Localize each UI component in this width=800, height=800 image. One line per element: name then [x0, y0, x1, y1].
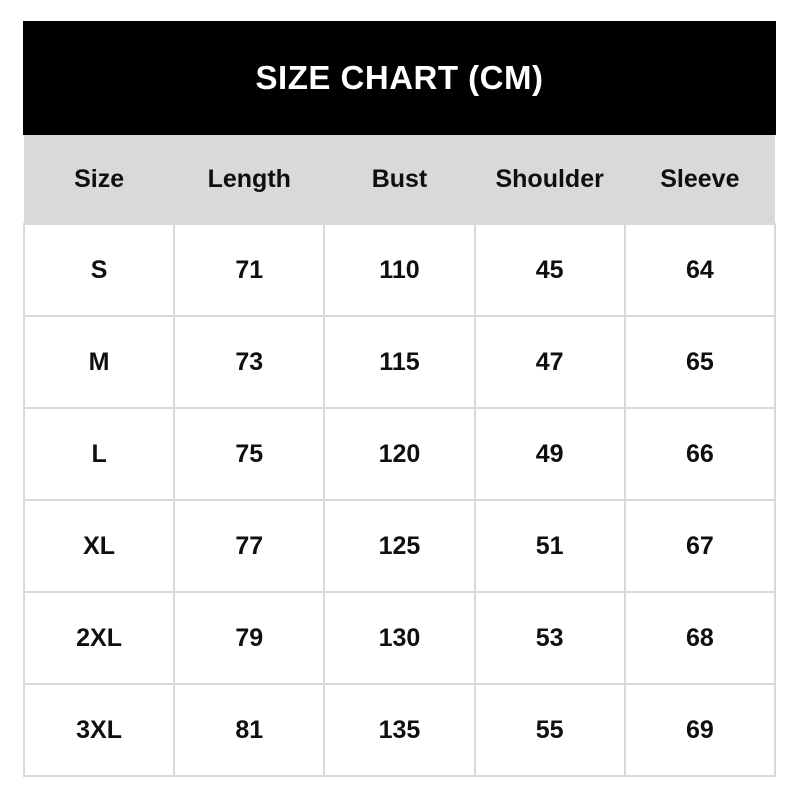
table-row-3xl: 3XL 81 135 55 69	[22, 683, 777, 777]
cell-length: 73	[173, 315, 326, 409]
cell-bust: 130	[323, 591, 476, 685]
cell-size: L	[22, 407, 176, 501]
cell-length: 81	[173, 683, 326, 777]
cell-shoulder: 49	[473, 407, 626, 501]
size-chart: SIZE CHART (CM) Size Length Bust Shoulde…	[22, 21, 777, 777]
cell-size: XL	[22, 499, 176, 593]
cell-sleeve: 67	[623, 499, 777, 593]
table-row-m: M 73 115 47 65	[22, 315, 777, 409]
cell-shoulder: 55	[473, 683, 626, 777]
cell-size: S	[22, 223, 176, 317]
table-row-s: S 71 110 45 64	[22, 223, 777, 317]
header-row: Size Length Bust Shoulder Sleeve	[24, 135, 775, 224]
table-row-2xl: 2XL 79 130 53 68	[22, 591, 777, 685]
cell-shoulder: 47	[473, 315, 626, 409]
table-row-l: L 75 120 49 66	[22, 407, 777, 501]
column-header-bust: Bust	[324, 135, 475, 224]
table-row-xl: XL 77 125 51 67	[22, 499, 777, 593]
cell-bust: 120	[323, 407, 476, 501]
cell-shoulder: 53	[473, 591, 626, 685]
cell-size: 2XL	[22, 591, 176, 685]
cell-size: 3XL	[22, 683, 176, 777]
cell-length: 77	[173, 499, 326, 593]
column-header-shoulder: Shoulder	[474, 135, 625, 224]
cell-length: 79	[173, 591, 326, 685]
column-header-sleeve: Sleeve	[624, 135, 775, 224]
size-chart-title: SIZE CHART (CM)	[255, 59, 544, 96]
cell-size: M	[22, 315, 176, 409]
cell-bust: 135	[323, 683, 476, 777]
cell-sleeve: 65	[623, 315, 777, 409]
cell-bust: 110	[323, 223, 476, 317]
cell-sleeve: 64	[623, 223, 777, 317]
cell-shoulder: 45	[473, 223, 626, 317]
cell-sleeve: 69	[623, 683, 777, 777]
cell-shoulder: 51	[473, 499, 626, 593]
column-header-size: Size	[24, 135, 175, 224]
cell-sleeve: 68	[623, 591, 777, 685]
cell-length: 75	[173, 407, 326, 501]
column-header-length: Length	[174, 135, 325, 224]
cell-bust: 115	[323, 315, 476, 409]
cell-sleeve: 66	[623, 407, 777, 501]
size-table: Size Length Bust Shoulder Sleeve S 71 11…	[22, 135, 777, 777]
cell-bust: 125	[323, 499, 476, 593]
cell-length: 71	[173, 223, 326, 317]
size-chart-title-banner: SIZE CHART (CM)	[23, 21, 776, 135]
